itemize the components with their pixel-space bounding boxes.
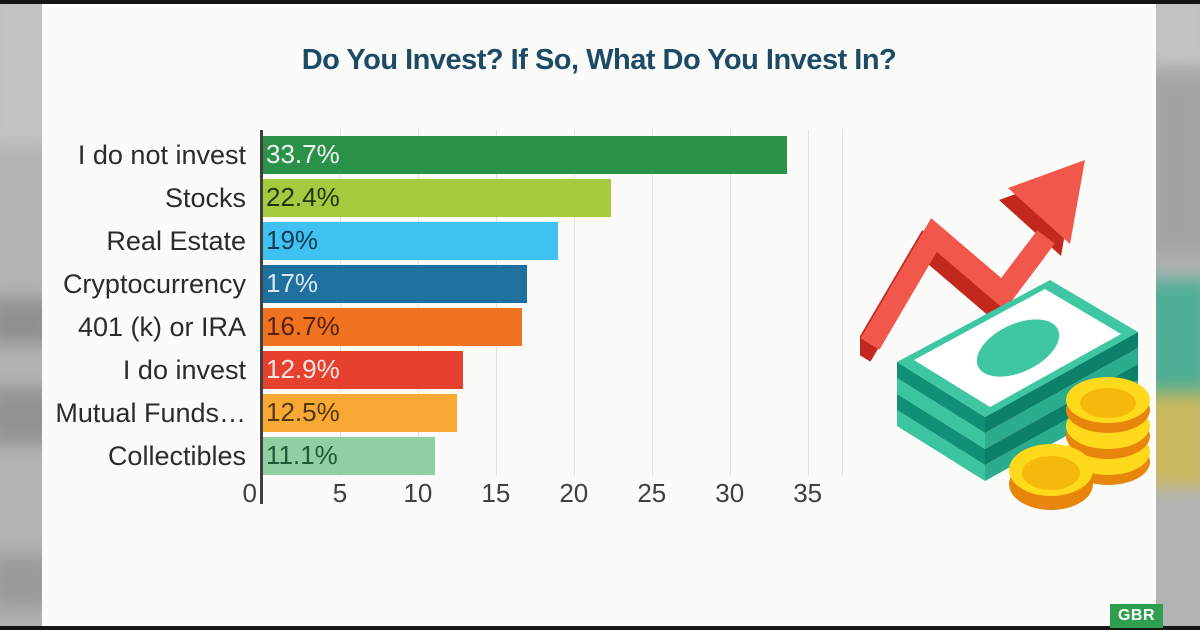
bottom-border	[0, 626, 1200, 630]
bar-value-label: 11.1%	[266, 440, 338, 470]
x-tick-label: 0	[242, 478, 257, 508]
blur-blob-teal	[1156, 279, 1200, 409]
bar: 19%	[262, 222, 559, 260]
x-tick-label: 15	[481, 478, 511, 508]
x-tick-label: 5	[332, 478, 348, 508]
category-label: Mutual Funds…	[55, 398, 246, 428]
x-tick-label: 20	[559, 478, 589, 508]
plot-area: 33.7% 22.4% 19% 17% 16.7% 12.9% 12.5% 11.1%	[260, 130, 843, 504]
blur-blob-gold	[1156, 392, 1200, 487]
blur-blob	[0, 554, 42, 609]
bar: 16.7%	[262, 308, 523, 346]
category-label: I do invest	[122, 355, 246, 385]
category-label: 401 (k) or IRA	[77, 312, 246, 342]
top-border	[0, 0, 1200, 4]
blur-blob	[1156, 4, 1200, 64]
y-axis-line	[260, 130, 263, 504]
x-axis: 0 5 10 15 20 25 30 35	[243, 478, 842, 510]
category-label: Cryptocurrency	[62, 269, 246, 299]
bar: 12.5%	[262, 394, 457, 432]
bar: 12.9%	[262, 351, 464, 389]
gold-coins-icon	[1009, 377, 1150, 510]
x-tick-label: 10	[403, 478, 433, 508]
category-label: Stocks	[164, 183, 246, 213]
x-tick-label: 35	[793, 478, 823, 508]
chart-card: Do You Invest? If So, What Do You Invest…	[42, 4, 1156, 626]
gridline	[729, 130, 731, 476]
gridline	[573, 130, 575, 476]
blur-blob	[0, 387, 42, 445]
zigzag-arrow-icon	[860, 160, 1085, 362]
bar: 17%	[262, 265, 528, 303]
chart-title: Do You Invest? If So, What Do You Invest…	[301, 44, 897, 76]
bar-value-label: 12.5%	[266, 397, 340, 427]
category-labels: I do not invest Stocks Real Estate Cryptocu…	[42, 136, 254, 475]
blur-strip-right	[1156, 4, 1200, 626]
blur-blob	[1156, 74, 1200, 254]
gridline	[651, 130, 653, 476]
bar-value-label: 16.7%	[266, 311, 340, 341]
bar-value-label: 17%	[266, 268, 319, 298]
blur-blob	[0, 4, 42, 144]
blur-strip-left	[0, 4, 42, 626]
gbr-watermark-badge: GBR	[1110, 604, 1163, 628]
gridline	[339, 130, 341, 476]
bar-value-label: 12.9%	[266, 354, 340, 384]
money-growth-illustration	[860, 160, 1150, 510]
gridline	[807, 130, 809, 476]
x-tick-label: 30	[715, 478, 745, 508]
category-label: Real Estate	[106, 226, 246, 256]
gridline	[495, 130, 497, 476]
category-label: I do not invest	[77, 140, 246, 170]
bar-value-label: 22.4%	[266, 182, 340, 212]
bar: 11.1%	[262, 437, 436, 475]
gridline	[842, 130, 843, 476]
category-label: Collectibles	[107, 441, 246, 471]
bar: 33.7%	[262, 136, 788, 174]
blur-blob	[0, 299, 42, 344]
bar-value-label: 19%	[266, 225, 319, 255]
x-tick-label: 25	[637, 478, 667, 508]
bar: 22.4%	[262, 179, 612, 217]
gridline	[417, 130, 419, 476]
bar-value-label: 33.7%	[266, 139, 340, 169]
